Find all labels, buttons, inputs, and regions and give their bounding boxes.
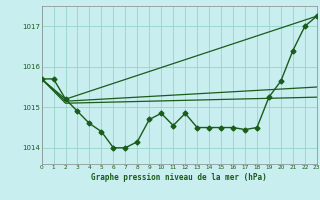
X-axis label: Graphe pression niveau de la mer (hPa): Graphe pression niveau de la mer (hPa) [91,173,267,182]
